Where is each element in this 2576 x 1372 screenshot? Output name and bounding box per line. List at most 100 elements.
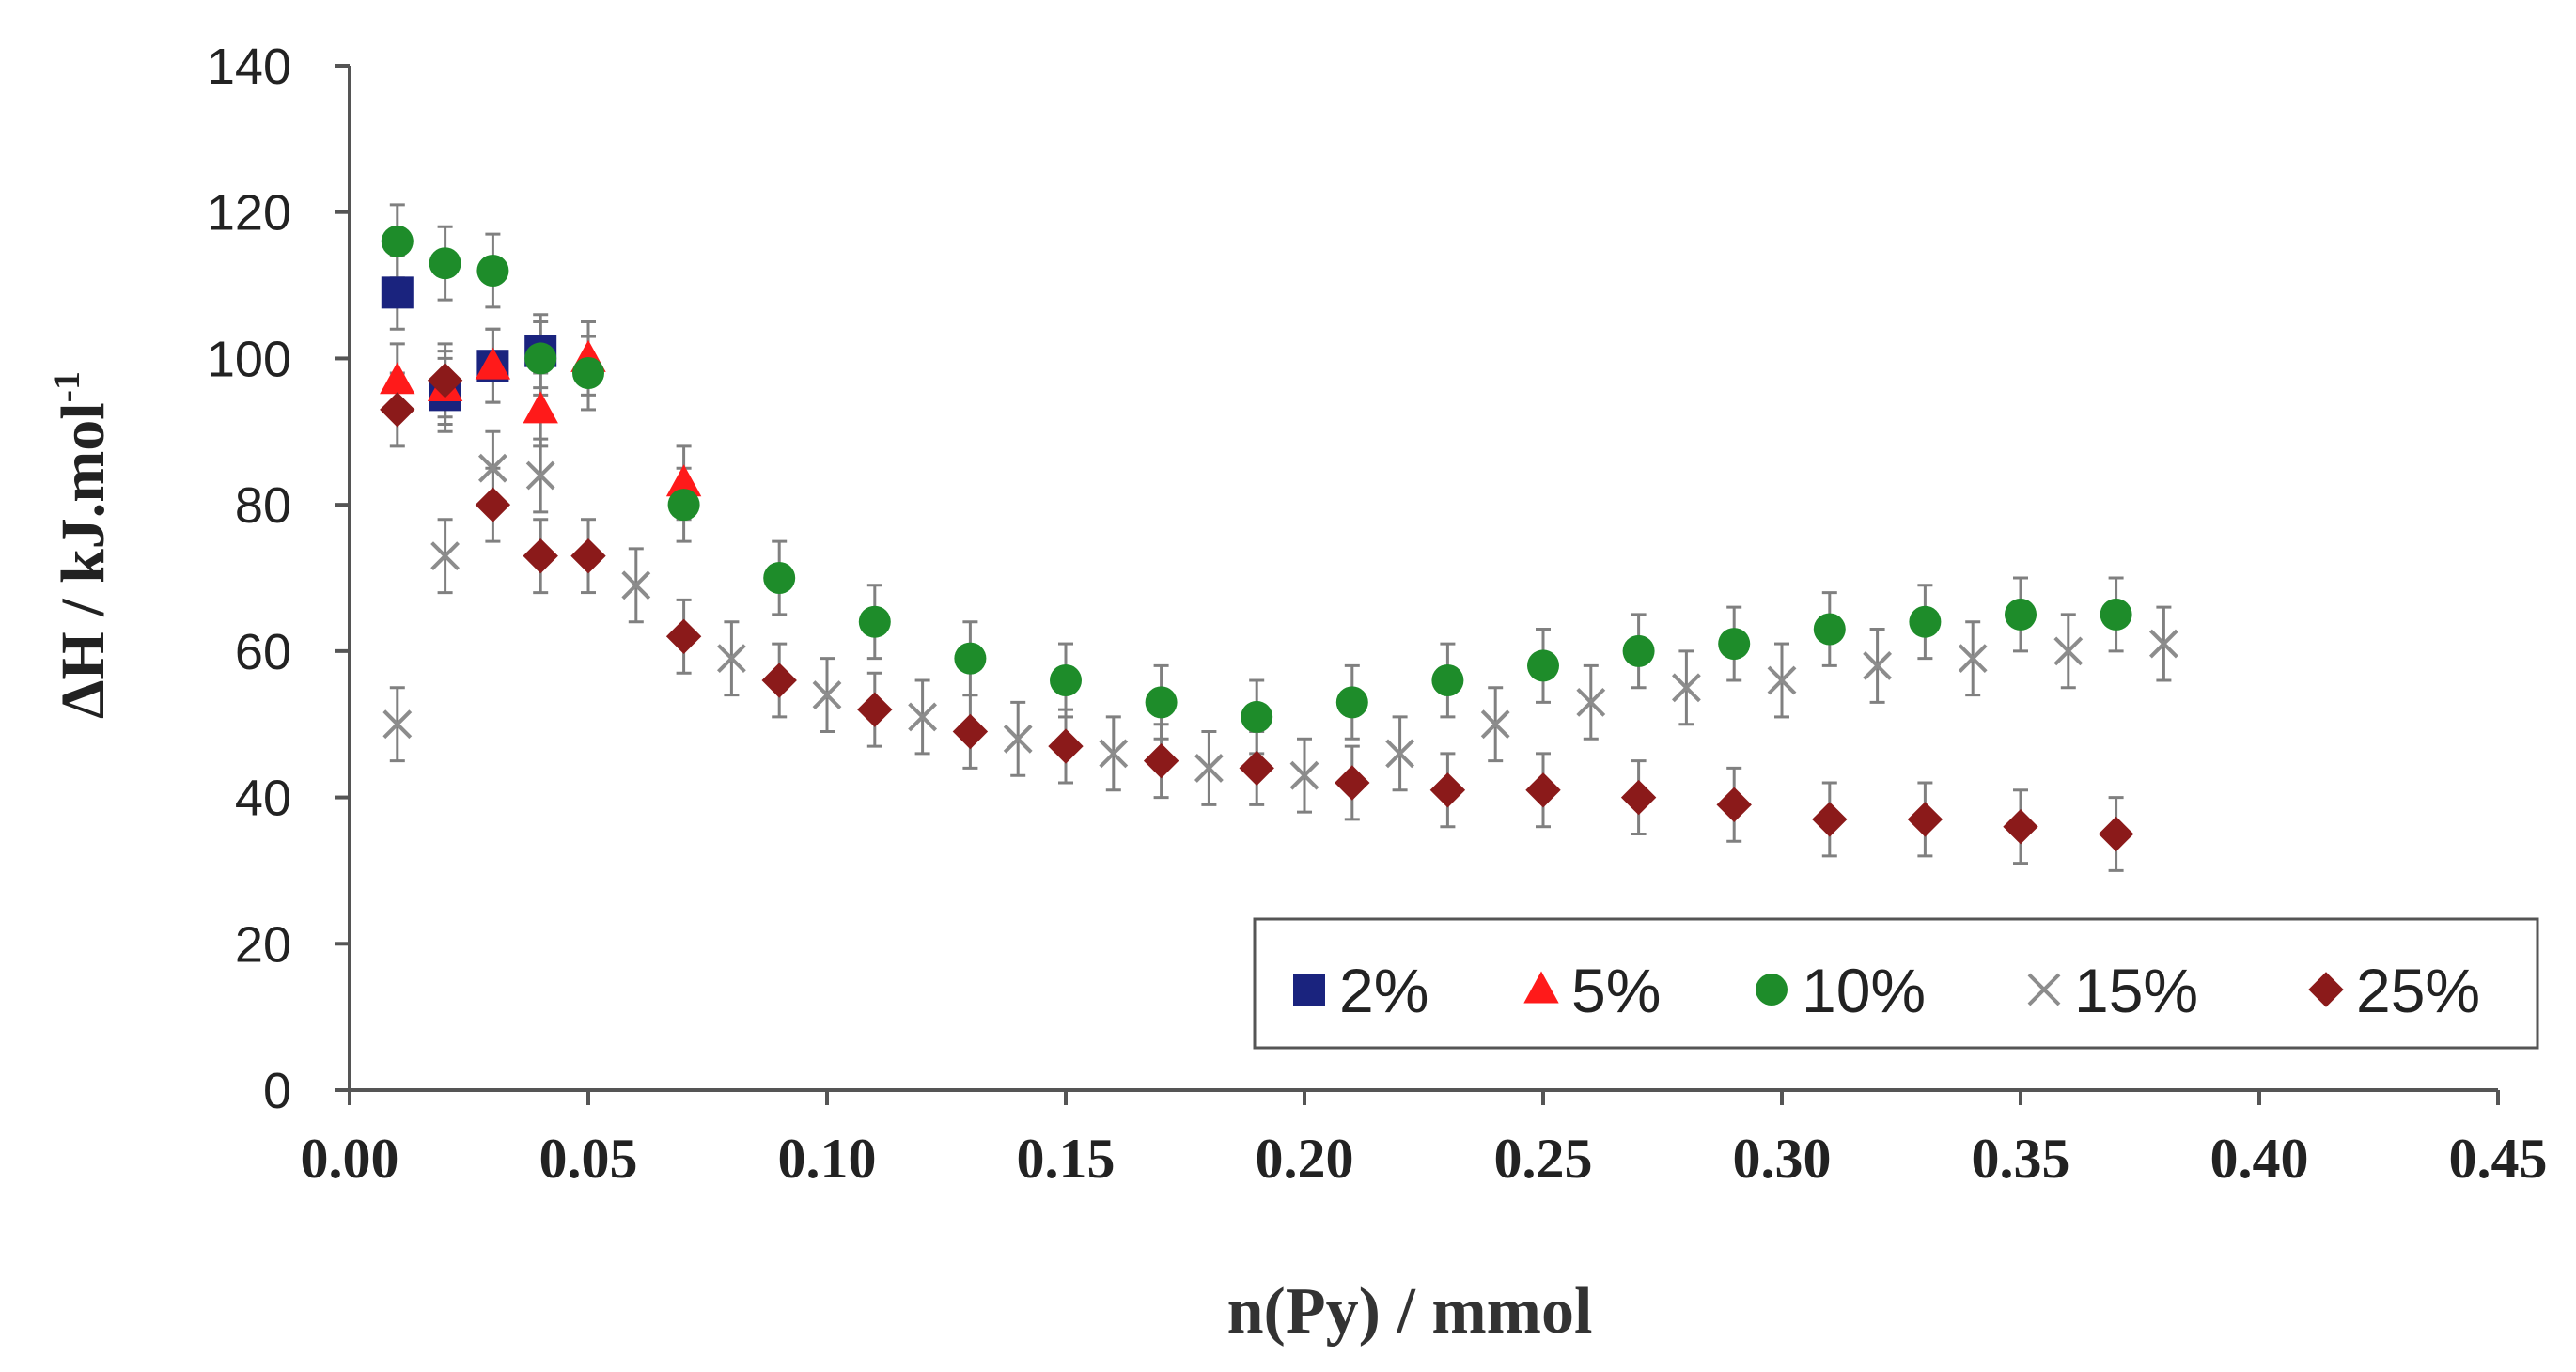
series-15pct [382,453,2178,790]
data-point [1718,628,1751,661]
y-tick-label: 100 [207,331,291,387]
y-tick-label: 140 [207,39,291,95]
data-point [667,489,700,522]
legend: 2% 5% 10% 15% 25% [1253,917,2539,1050]
x-tick-label: 0.35 [1972,1128,2070,1190]
y-tick-label: 60 [235,624,291,680]
data-point [1767,665,1797,695]
data-point [1527,649,1559,682]
series-10pct [381,225,2132,733]
legend-marker [2308,972,2344,1007]
data-point [1335,686,1368,719]
data-point [1145,686,1178,719]
data-point [1099,739,1129,769]
data-point [665,464,702,497]
data-point [523,391,558,424]
data-point [1620,779,1657,816]
data-point [812,680,842,709]
x-tick-label: 0.00 [301,1128,399,1190]
legend-marker [1523,971,1559,1004]
data-point [475,347,511,380]
data-point [476,255,509,287]
data-point [1907,802,1944,837]
data-point [954,642,987,675]
data-point [1716,787,1752,823]
legend-marker [2027,973,2061,1006]
data-point [858,605,891,638]
legend-label: 2% [1339,956,1429,1025]
data-point [381,276,414,309]
data-point [1429,772,1466,808]
data-point [1480,709,1510,740]
x-tick-label: 0.25 [1494,1128,1593,1190]
data-point [621,570,651,600]
x-tick-label: 0.10 [778,1128,877,1190]
data-point [2148,629,2178,659]
data-point [2100,598,2132,631]
data-point [475,487,511,522]
data-point [1048,728,1084,764]
data-point [1525,772,1561,808]
legend-label: 10% [1802,956,1926,1025]
data-point [380,392,415,428]
x-tick-label: 0.40 [2210,1128,2309,1190]
data-point [427,363,463,398]
data-point [1909,605,1942,638]
data-point [763,562,796,594]
axes [348,66,2498,1092]
data-point [1958,644,1988,674]
data-point [1050,664,1082,696]
data-point [430,541,461,571]
data-point [716,644,746,674]
y-tick-label: 120 [207,185,291,242]
data-point [1622,634,1655,667]
data-point [381,225,414,257]
data-point [524,342,557,375]
data-point [429,247,461,280]
x-tick-label: 0.15 [1017,1128,1116,1190]
data-point [1289,760,1319,790]
data-point [1003,724,1033,754]
data-point [2003,809,2038,845]
data-point [1335,765,1370,801]
y-tick-label: 0 [263,1063,291,1119]
data-point [477,453,507,483]
data-point [952,713,989,750]
legend-marker [1293,974,1325,1006]
data-point [761,663,797,698]
legend-label: 25% [2356,956,2480,1025]
data-point [2098,816,2134,852]
data-point [1241,700,1273,733]
data-point [908,702,938,732]
y-tick-label: 20 [235,916,291,973]
data-point [1671,673,1701,703]
data-point [1812,802,1848,837]
data-point [2005,598,2037,631]
y-axis-label: ΔH / kJ.mol-1 [45,371,117,719]
data-point [857,692,893,727]
data-point [1863,651,1893,680]
legend-label: 5% [1571,956,1661,1025]
series-25pct [380,363,2134,852]
data-point [665,618,702,654]
x-tick-label: 0.05 [539,1128,638,1190]
data-point [1385,739,1415,769]
x-tick-label: 0.45 [2449,1128,2548,1190]
x-axis-label: n(Py) / mmol [1227,1275,1593,1348]
y-tick-label: 40 [235,771,291,827]
data-point [1143,742,1179,779]
data-point [1239,750,1274,787]
data-point [1813,613,1846,646]
y-axis-label-superscript: -1 [45,371,87,402]
data-point [1431,664,1464,696]
x-tick-label: 0.30 [1733,1128,1832,1190]
legend-label: 15% [2074,956,2198,1025]
data-point [523,538,558,574]
data-point [570,538,606,574]
data-point [572,357,604,389]
data-point [380,362,415,395]
data-point [1194,754,1224,783]
data-point [382,709,413,740]
data-point [1576,687,1606,717]
legend-marker [1756,974,1788,1006]
